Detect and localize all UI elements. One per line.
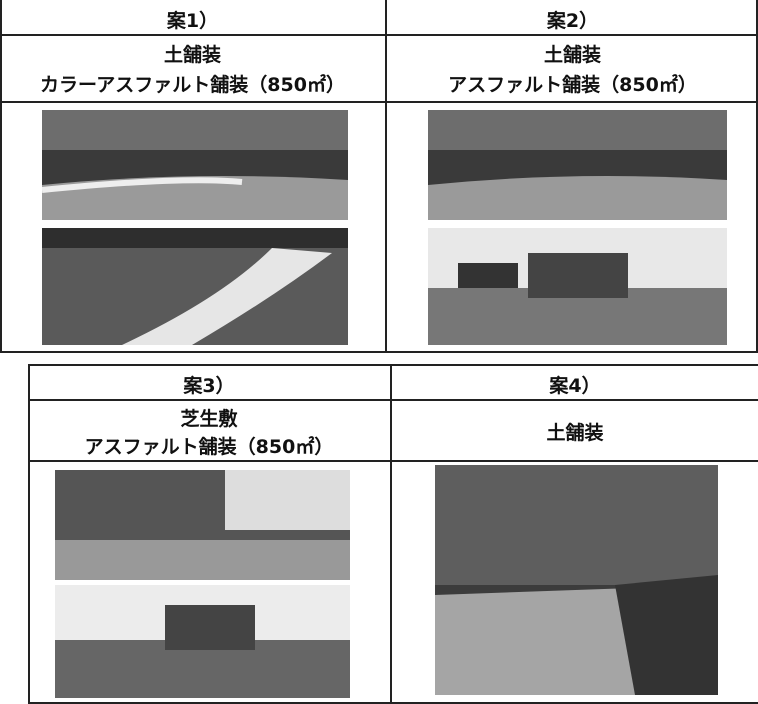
- photo-art: [55, 470, 350, 580]
- option-label: 案4）: [549, 375, 601, 397]
- photo-art: [435, 465, 718, 695]
- table-top: [0, 0, 758, 353]
- option-line: 芝生敷: [180, 408, 238, 430]
- photo: [42, 110, 348, 220]
- option-line: 土舗装: [546, 422, 604, 444]
- option-line: アスファルト舗装（850㎡）: [448, 74, 697, 96]
- divider: [28, 460, 758, 462]
- divider: [385, 0, 387, 353]
- photo-art: [428, 110, 727, 220]
- photo: [55, 585, 350, 698]
- photo: [428, 110, 727, 220]
- option-label: 案2）: [546, 10, 599, 32]
- photo-art: [42, 110, 348, 220]
- option-label: 案3）: [183, 375, 235, 397]
- photo-art: [428, 228, 727, 345]
- photo: [435, 465, 718, 695]
- option-line: アスファルト舗装（850㎡）: [84, 436, 334, 458]
- option-label: 案1）: [166, 10, 219, 32]
- photo: [42, 228, 348, 345]
- option-line: 土舗装: [543, 44, 601, 66]
- photo: [428, 228, 727, 345]
- photo-art: [55, 585, 350, 698]
- option-line: カラーアスファルト舗装（850㎡）: [40, 74, 345, 96]
- photo: [55, 470, 350, 580]
- divider: [0, 34, 758, 36]
- option-line: 土舗装: [163, 44, 221, 66]
- divider: [390, 364, 392, 704]
- divider: [28, 399, 758, 401]
- photo-art: [42, 228, 348, 345]
- divider: [0, 101, 758, 103]
